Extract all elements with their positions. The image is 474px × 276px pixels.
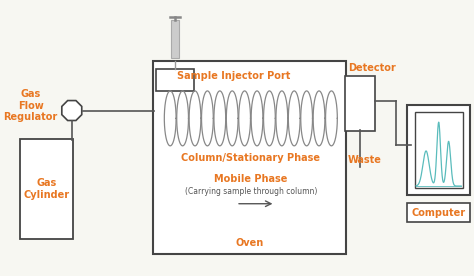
Text: (Carrying sample through column): (Carrying sample through column) <box>185 187 317 197</box>
FancyBboxPatch shape <box>153 60 346 254</box>
Text: Gas
Flow
Regulator: Gas Flow Regulator <box>3 89 58 122</box>
FancyBboxPatch shape <box>407 105 470 195</box>
Text: Computer: Computer <box>411 208 466 217</box>
FancyBboxPatch shape <box>345 76 375 131</box>
Text: Column/Stationary Phase: Column/Stationary Phase <box>182 153 320 163</box>
Text: Oven: Oven <box>236 238 264 248</box>
FancyBboxPatch shape <box>415 112 463 187</box>
Text: Gas
Cylinder: Gas Cylinder <box>23 178 69 200</box>
FancyBboxPatch shape <box>171 20 179 58</box>
FancyBboxPatch shape <box>407 203 470 222</box>
Text: Sample Injector Port: Sample Injector Port <box>177 71 291 81</box>
FancyBboxPatch shape <box>20 139 73 239</box>
Text: Mobile Phase: Mobile Phase <box>214 174 288 184</box>
Text: Waste: Waste <box>348 155 382 164</box>
Text: Detector: Detector <box>348 63 396 73</box>
FancyBboxPatch shape <box>155 69 194 91</box>
